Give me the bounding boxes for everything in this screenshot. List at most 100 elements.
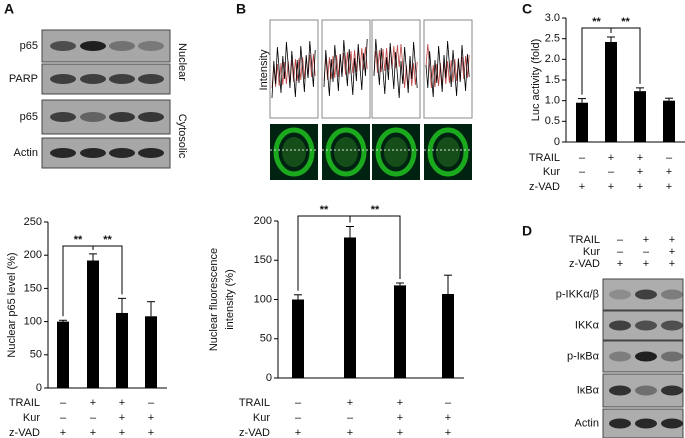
treatment-sign: + — [608, 152, 614, 164]
treatment-sign: + — [669, 234, 675, 246]
treatment-label: Kur — [583, 246, 600, 258]
treatment-sign: + — [90, 397, 96, 409]
treatment-sign: + — [617, 258, 623, 270]
band-label: IκBα — [577, 384, 600, 396]
bar — [634, 91, 646, 142]
treatment-sign: – — [60, 397, 67, 409]
treatment-sign: + — [397, 397, 403, 409]
band-label: Actin — [14, 147, 38, 159]
blot-band — [635, 351, 657, 362]
treatment-sign: + — [90, 427, 96, 438]
treatment-sign: + — [666, 181, 672, 193]
blot-band — [80, 148, 106, 158]
band-label: p-IKKα/β — [556, 288, 599, 300]
treatment-label: Kur — [253, 412, 270, 424]
treatment-sign: – — [148, 397, 155, 409]
treatment-sign: + — [148, 427, 154, 438]
y-tick-label: 0 — [554, 136, 560, 148]
bar — [292, 299, 304, 378]
significance-mark: ** — [592, 16, 601, 28]
y-tick-label: 250 — [24, 216, 42, 228]
treatment-sign: + — [445, 412, 451, 424]
blot-band — [50, 112, 76, 122]
band-label: p65 — [20, 40, 38, 52]
y-tick-label: 2.5 — [545, 33, 560, 45]
blot-band — [80, 41, 106, 51]
blot-band — [50, 41, 76, 51]
treatment-sign: + — [669, 258, 675, 270]
panel-label: A — [4, 1, 14, 17]
treatment-sign: + — [643, 258, 649, 270]
significance-bracket — [297, 215, 351, 291]
band-label: PARP — [9, 73, 38, 85]
fraction-label: Cytosolic — [176, 114, 188, 159]
treatment-sign: + — [445, 427, 451, 438]
treatment-sign: + — [637, 152, 643, 164]
profile-label: Intensity — [258, 49, 270, 90]
blot-band — [138, 74, 164, 84]
bar — [663, 100, 675, 142]
treatment-sign: + — [60, 427, 66, 438]
treatment-sign: – — [295, 412, 302, 424]
significance-mark: ** — [74, 234, 83, 246]
significance-mark: ** — [103, 234, 112, 246]
treatment-sign: + — [608, 181, 614, 193]
treatment-sign: – — [608, 166, 615, 178]
treatment-label: TRAIL — [239, 397, 270, 409]
treatment-sign: + — [643, 234, 649, 246]
band-label: p-IκBα — [567, 350, 600, 362]
cell-nucleus — [334, 137, 358, 167]
treatment-sign: + — [119, 412, 125, 424]
treatment-sign: + — [397, 412, 403, 424]
treatment-sign: + — [669, 246, 675, 258]
blot-band — [50, 148, 76, 158]
blot-band — [609, 289, 631, 300]
bar — [57, 321, 69, 388]
blot-band — [635, 320, 657, 331]
blot-band — [138, 41, 164, 51]
y-tick-label: 100 — [254, 293, 272, 305]
bar — [344, 237, 356, 378]
blot-strip — [602, 340, 684, 373]
treatment-label: Kur — [23, 412, 40, 424]
blot-band — [109, 41, 135, 51]
significance-bracket — [92, 245, 123, 295]
treatment-sign: + — [637, 181, 643, 193]
band-label: p65 — [20, 111, 38, 123]
y-tick-label: 0.5 — [545, 115, 560, 127]
treatment-sign: – — [347, 412, 354, 424]
blot-band — [109, 112, 135, 122]
band-label: IKKα — [575, 319, 600, 331]
y-tick-label: 2.0 — [545, 53, 560, 65]
panel-label: B — [236, 1, 246, 17]
y-axis-label: Nuclear fluorescence intensity (%) — [208, 248, 236, 351]
blot-band — [661, 289, 683, 300]
treatment-sign: + — [666, 166, 672, 178]
treatment-sign: + — [295, 427, 301, 438]
treatment-sign: – — [579, 166, 586, 178]
cell-stain — [375, 127, 417, 177]
treatment-sign: – — [617, 246, 624, 258]
bar — [576, 102, 588, 142]
band-label: Actin — [575, 417, 599, 429]
fraction-label: Nuclear — [176, 43, 188, 81]
y-tick-label: 150 — [24, 282, 42, 294]
cell-stain — [427, 127, 469, 177]
y-tick-label: 200 — [24, 249, 42, 261]
significance-bracket — [610, 27, 641, 84]
treatment-sign: – — [666, 152, 673, 164]
treatment-sign: + — [119, 397, 125, 409]
profile-trace — [373, 38, 418, 99]
treatment-sign: + — [148, 412, 154, 424]
blot-band — [80, 74, 106, 84]
profile-trace — [425, 43, 470, 89]
blot-band — [50, 74, 76, 84]
bar — [116, 312, 128, 388]
panel-label: D — [522, 223, 532, 239]
treatment-label: z-VAD — [239, 427, 270, 438]
cell-stain — [273, 127, 315, 177]
treatment-sign: – — [295, 397, 302, 409]
y-tick-label: 200 — [254, 215, 272, 227]
y-tick-label: 0 — [36, 382, 42, 394]
